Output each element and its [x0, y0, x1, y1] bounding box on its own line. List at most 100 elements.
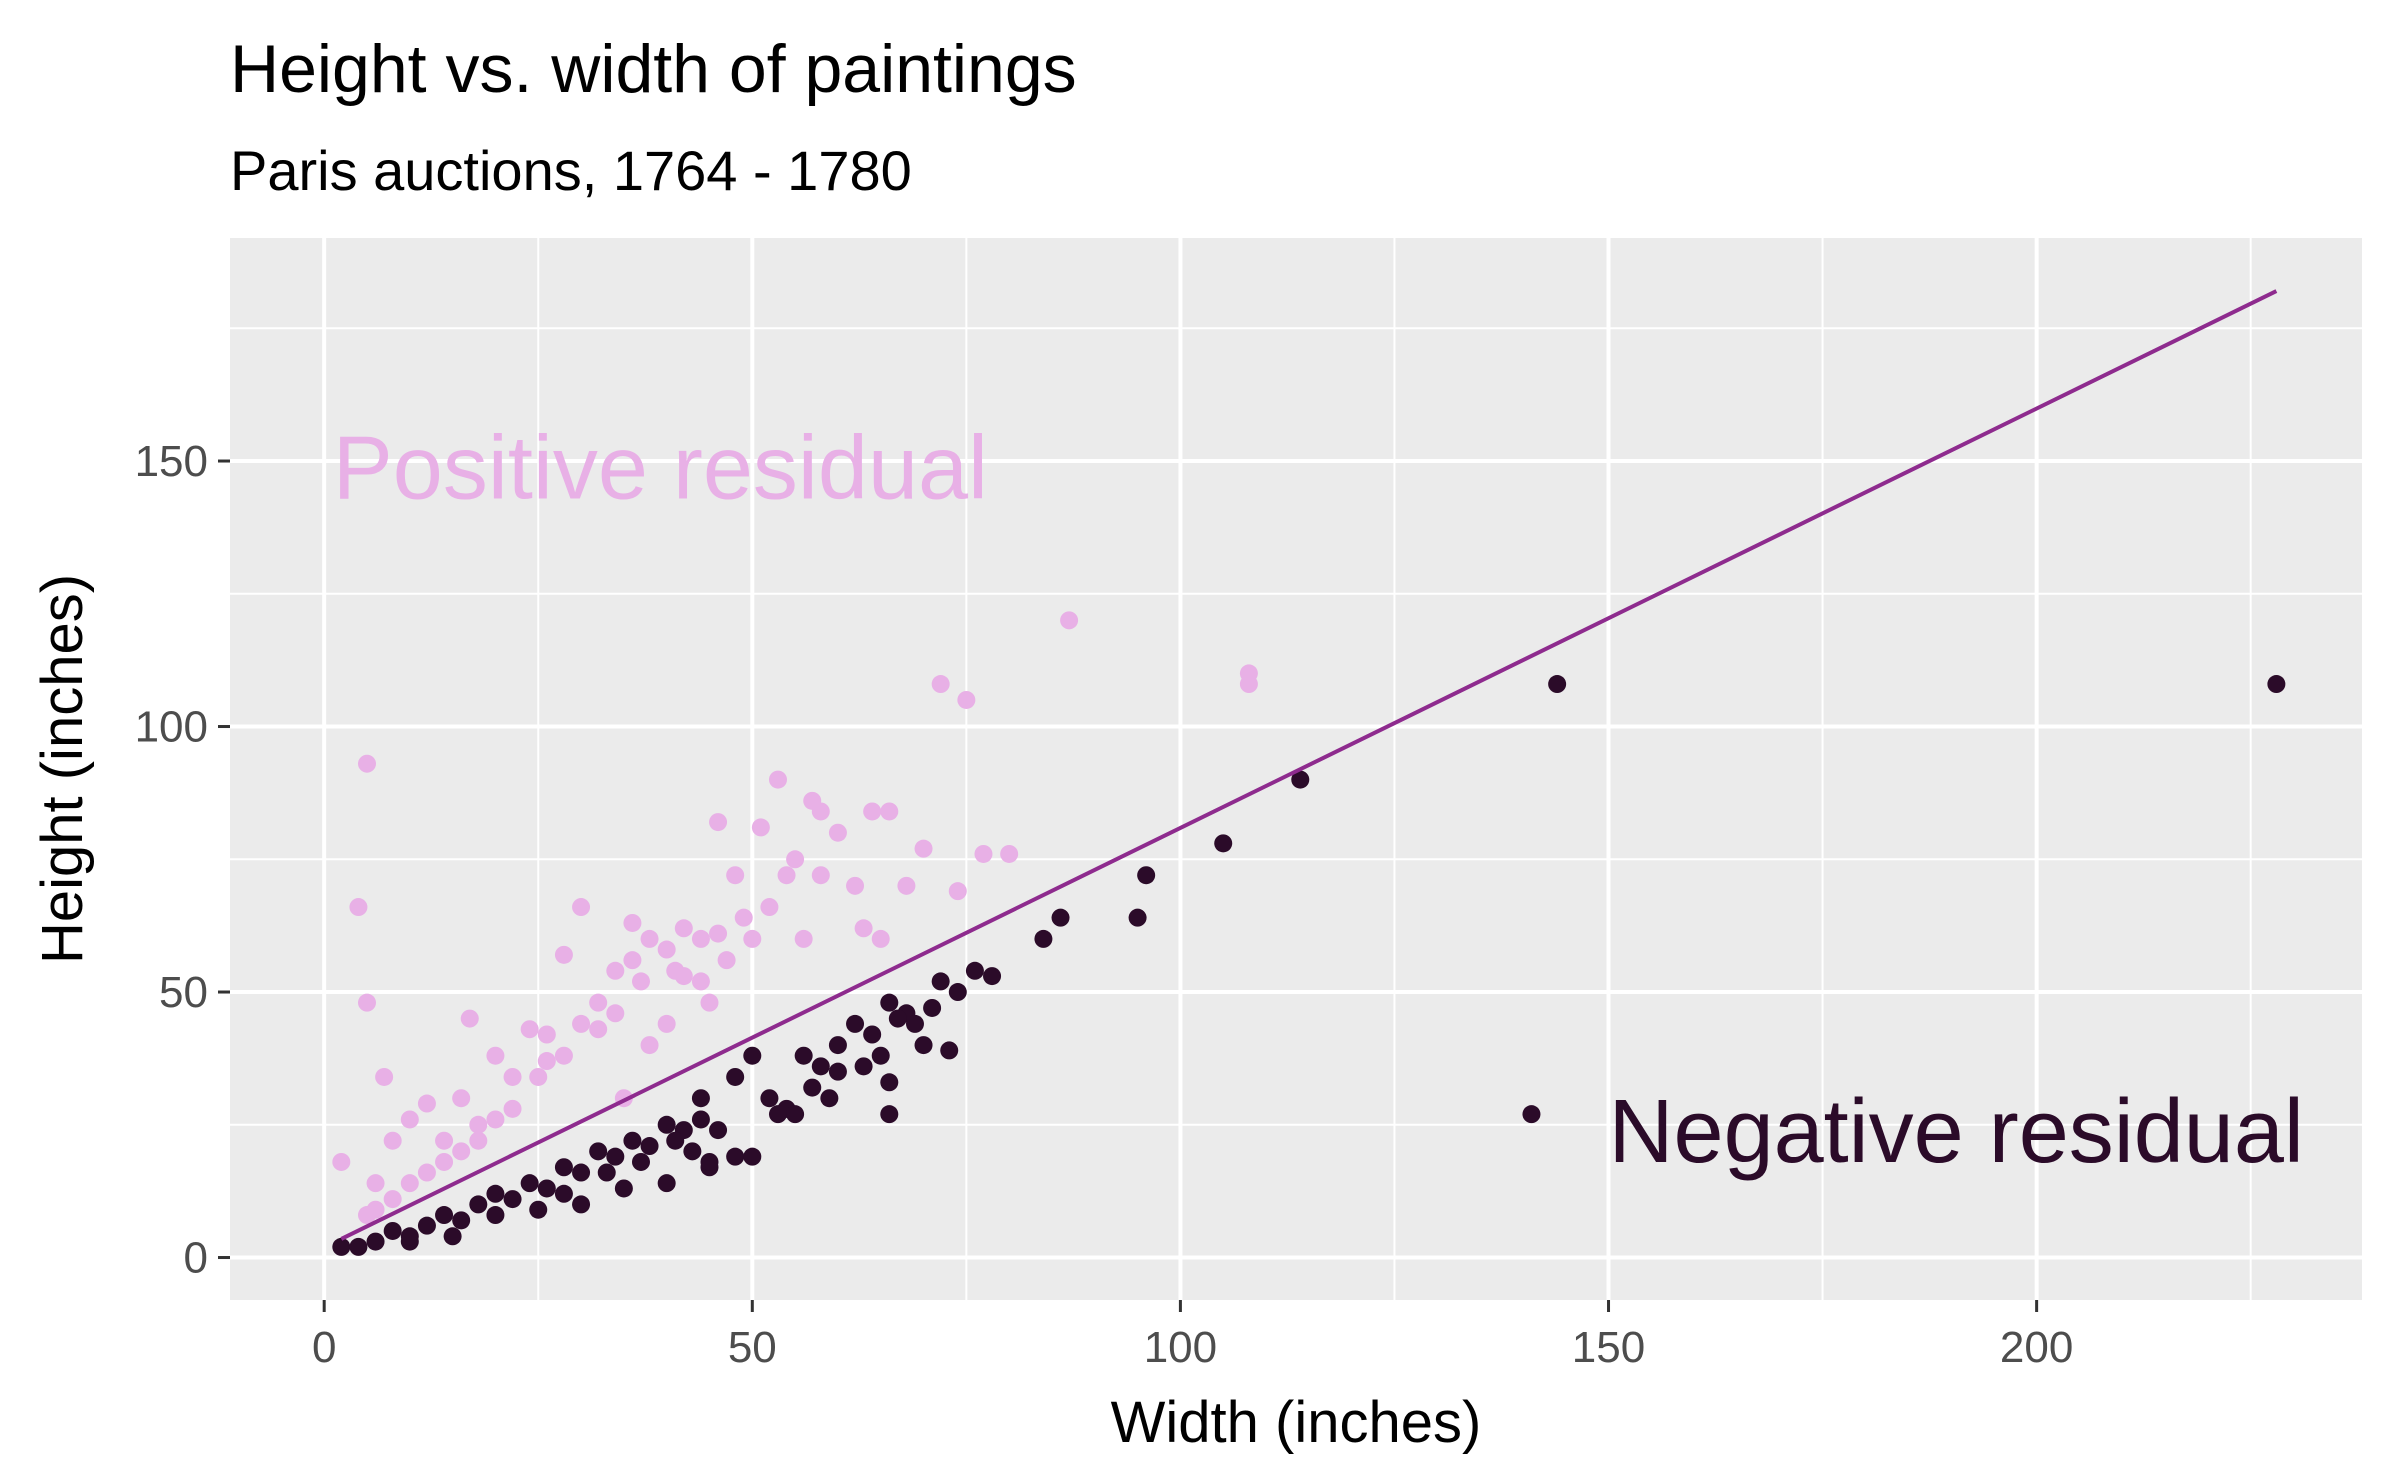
data-point — [332, 1237, 351, 1256]
data-point — [640, 929, 659, 948]
chart-subtitle: Paris auctions, 1764 - 1780 — [230, 139, 912, 202]
data-point — [871, 1046, 890, 1065]
data-point — [760, 898, 779, 917]
data-point — [1214, 834, 1233, 853]
data-point — [854, 1057, 873, 1076]
data-point — [554, 1184, 573, 1203]
y-tick-label: 100 — [135, 703, 208, 752]
data-point — [554, 1046, 573, 1065]
data-point — [905, 1014, 924, 1033]
positive-residual-series — [332, 611, 1258, 1225]
data-point — [417, 1216, 436, 1235]
data-point — [383, 1190, 402, 1209]
data-point — [768, 770, 787, 789]
data-point — [572, 1163, 591, 1182]
data-point — [948, 983, 967, 1002]
data-point — [974, 844, 993, 863]
data-point — [948, 882, 967, 901]
data-point — [375, 1067, 394, 1086]
data-point — [683, 1142, 702, 1161]
data-point — [606, 1004, 625, 1023]
data-point — [923, 998, 942, 1017]
data-point — [400, 1174, 419, 1193]
data-point — [786, 1105, 805, 1124]
x-axis-title: Width (inches) — [1111, 1390, 1482, 1455]
data-point — [965, 961, 984, 980]
data-point — [794, 929, 813, 948]
data-point — [709, 813, 728, 832]
negative-residual-series — [332, 675, 2286, 1256]
annotations: Positive residual Negative residual — [333, 418, 2304, 1182]
x-tick-label: 0 — [312, 1323, 336, 1372]
data-point — [486, 1206, 505, 1225]
data-point — [1128, 908, 1147, 927]
data-point — [537, 1052, 556, 1071]
data-point — [1060, 611, 1079, 630]
data-point — [452, 1211, 471, 1230]
data-point — [709, 924, 728, 943]
data-point — [709, 1121, 728, 1140]
data-point — [572, 898, 591, 917]
data-point — [486, 1184, 505, 1203]
data-point — [554, 945, 573, 964]
data-point — [811, 866, 830, 885]
data-point — [726, 866, 745, 885]
data-point — [383, 1131, 402, 1150]
data-point — [880, 1105, 899, 1124]
data-point — [1291, 770, 1310, 789]
data-point — [1239, 664, 1258, 683]
data-point — [914, 839, 933, 858]
data-point — [657, 1174, 676, 1193]
data-point — [357, 754, 376, 773]
plot-panel — [230, 238, 2362, 1300]
data-point — [606, 961, 625, 980]
data-point — [760, 1089, 779, 1108]
data-point — [2267, 675, 2286, 694]
data-point — [657, 1115, 676, 1134]
data-point — [846, 876, 865, 895]
positive-residual-label: Positive residual — [333, 418, 988, 518]
data-point — [435, 1206, 454, 1225]
data-point — [435, 1131, 454, 1150]
data-point — [786, 850, 805, 869]
data-point — [366, 1232, 385, 1251]
data-point — [751, 818, 770, 837]
data-point — [1548, 675, 1567, 694]
data-point — [400, 1227, 419, 1246]
data-point — [623, 913, 642, 932]
data-point — [486, 1046, 505, 1065]
data-point — [828, 823, 847, 842]
data-point — [589, 1020, 608, 1039]
data-point — [863, 1025, 882, 1044]
data-point — [657, 1014, 676, 1033]
data-point — [957, 690, 976, 709]
data-point — [691, 1089, 710, 1108]
data-point — [529, 1200, 548, 1219]
major-gridlines — [230, 238, 2362, 1300]
data-point — [657, 940, 676, 959]
x-tick-label: 100 — [1144, 1323, 1217, 1372]
x-tick-label: 150 — [1572, 1323, 1645, 1372]
y-tick-label: 0 — [184, 1234, 208, 1283]
data-point — [931, 972, 950, 991]
data-point — [486, 1110, 505, 1129]
data-point — [614, 1179, 633, 1198]
data-point — [811, 1057, 830, 1076]
data-point — [931, 675, 950, 694]
data-point — [1137, 866, 1156, 885]
data-point — [863, 802, 882, 821]
data-point — [726, 1147, 745, 1166]
data-point — [357, 993, 376, 1012]
data-point — [631, 1152, 650, 1171]
data-point — [357, 1206, 376, 1225]
data-point — [572, 1014, 591, 1033]
axis-ticks — [218, 459, 2039, 1312]
data-point — [983, 967, 1002, 986]
data-point — [520, 1174, 539, 1193]
data-point — [846, 1014, 865, 1033]
data-point — [554, 1158, 573, 1177]
data-point — [743, 1046, 762, 1065]
data-point — [871, 929, 890, 948]
data-point — [503, 1099, 522, 1118]
data-point — [469, 1195, 488, 1214]
